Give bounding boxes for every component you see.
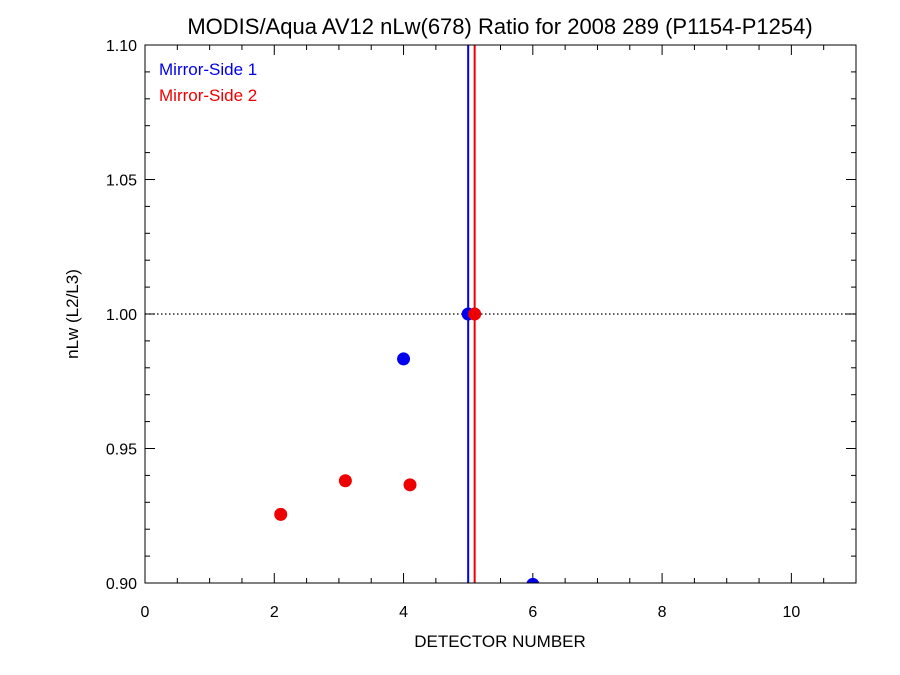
y-tick-label: 1.05: [106, 173, 137, 190]
x-tick-label: 2: [270, 604, 279, 621]
series-2-point: [338, 474, 352, 488]
legend: Mirror-Side 1 Mirror-Side 2: [159, 60, 257, 105]
y-tick-label: 0.95: [106, 442, 137, 459]
y-tick-label: 1.10: [106, 38, 137, 55]
x-tick-label: 6: [528, 604, 537, 621]
x-tick-label: 0: [141, 604, 150, 621]
legend-entry-mirror-side-2: Mirror-Side 2: [159, 86, 257, 105]
x-tick-label: 8: [658, 604, 667, 621]
y-tick-label: 0.90: [106, 576, 137, 593]
series-1-point: [397, 352, 411, 366]
x-tick-label: 10: [782, 604, 800, 621]
series-2-point: [274, 507, 288, 521]
series-2-point: [403, 478, 417, 492]
plot-frame: [144, 44, 857, 584]
points-group: [274, 307, 540, 583]
y-tick-label: 1.00: [106, 307, 137, 324]
x-axis-label: DETECTOR NUMBER: [414, 632, 586, 651]
series-2-point: [468, 307, 482, 321]
series-1-point: [526, 577, 540, 583]
plot-area: 0 2 4 6 8 10 0.90 0.95 1.00 1.05 1.10: [106, 38, 857, 621]
chart-title: MODIS/Aqua AV12 nLw(678) Ratio for 2008 …: [187, 14, 812, 39]
legend-entry-mirror-side-1: Mirror-Side 1: [159, 60, 257, 79]
y-axis-label: nLw (L2/L3): [63, 269, 82, 359]
x-tick-label: 4: [399, 604, 408, 621]
